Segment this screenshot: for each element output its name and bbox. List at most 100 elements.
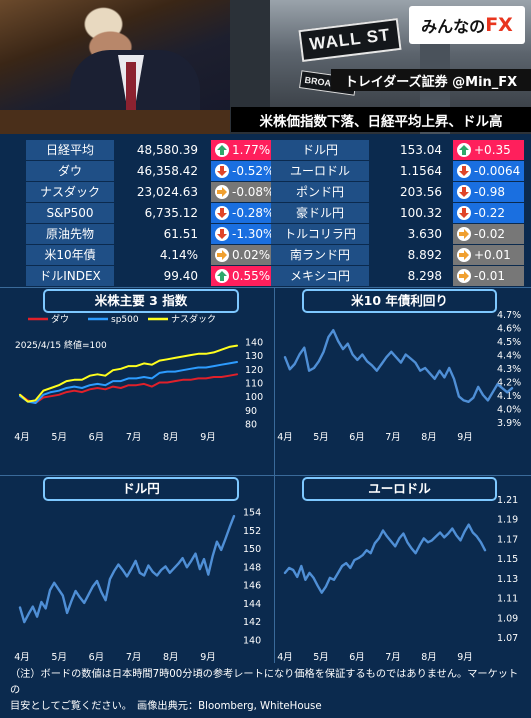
- chart-title: ドル円: [43, 477, 239, 501]
- y-tick-label: 1.09: [497, 613, 518, 624]
- president-photo: [0, 0, 230, 134]
- chart-annotation: 2025/4/15 終値=100: [15, 339, 107, 351]
- change-cell: -0.01: [453, 266, 524, 286]
- chart-title: ユーロドル: [302, 477, 497, 501]
- y-tick-label: 4.3%: [497, 364, 521, 375]
- instrument-name: メキシコ円: [271, 266, 369, 286]
- x-tick-label: 7月: [385, 432, 401, 443]
- x-tick-label: 6月: [349, 432, 365, 443]
- chart-svg: 80 90 100 110 120 130 140 4月 5月 6月 7月 8月 9月 ダウ sp500 ナス…: [14, 313, 263, 443]
- arrow-right-icon: [457, 227, 471, 241]
- footer-note: （注）ボードの数値は日本時間7時00分頃の参考レートになり価格を保証するものでは…: [10, 667, 525, 715]
- logo-text-a: みんなの: [421, 17, 486, 36]
- change-value: -0.02: [474, 227, 506, 241]
- minna-no-fx-logo: みんなの FX: [409, 6, 525, 44]
- y-tick-label: 4.0%: [497, 405, 521, 416]
- chart-svg: 1.07 1.09 1.11 1.13 1.15 1.17 1.19 1.21 4月 5月 6月 7月…: [277, 495, 518, 663]
- arrow-up-icon: [457, 143, 471, 157]
- change-value: 1.77%: [232, 143, 271, 157]
- y-tick-label: 142: [243, 617, 261, 628]
- footer-line-1: （注）ボードの数値は日本時間7時00分頃の参考レートになり価格を保証するものでは…: [10, 669, 519, 696]
- change-value: -0.01: [474, 269, 506, 283]
- chart-us-indices: 米株主要 3 指数 80 90 100 110 120 130 140 4月 5月 6月 7月 8月 9…: [0, 288, 274, 475]
- change-value: -1.30%: [232, 227, 275, 241]
- x-tick-label: 6月: [89, 652, 105, 663]
- instrument-value: 153.04: [400, 143, 442, 157]
- change-cell: -0.0064: [453, 161, 524, 181]
- x-tick-label: 7月: [126, 652, 142, 663]
- y-tick-label: 1.11: [497, 594, 518, 605]
- instrument-name: 豪ドル円: [271, 203, 369, 223]
- y-tick-label: 110: [245, 379, 263, 390]
- instrument-value: 46,358.42: [136, 164, 198, 178]
- y-tick-label: 152: [243, 526, 261, 537]
- y-tick-label: 80: [245, 420, 257, 431]
- arrow-right-icon: [215, 185, 229, 199]
- y-tick-label: 1.17: [497, 534, 518, 545]
- y-tick-label: 4.4%: [497, 351, 521, 362]
- market-row: 米10年債 4.14% 0.02% 南ランド円 8.892 +0.01: [26, 245, 524, 265]
- instrument-value: 1.1564: [400, 164, 442, 178]
- x-tick-label: 5月: [313, 652, 329, 663]
- x-tick-label: 8月: [421, 432, 437, 443]
- x-tick-label: 4月: [14, 652, 30, 663]
- change-value: +0.35: [474, 143, 511, 157]
- x-tick-label: 7月: [126, 432, 142, 443]
- change-value: -0.0064: [474, 164, 521, 178]
- x-tick-label: 9月: [457, 652, 473, 663]
- y-tick-label: 1.13: [497, 574, 518, 585]
- y-tick-label: 1.15: [497, 554, 518, 565]
- instrument-name: トルコリラ円: [271, 224, 369, 244]
- y-tick-label: 4.7%: [497, 310, 521, 321]
- x-tick-label: 9月: [200, 432, 216, 443]
- series-line: [19, 361, 238, 404]
- y-tick-label: 3.9%: [497, 418, 521, 429]
- legend-label: ナスダック: [171, 313, 216, 325]
- instrument-name: 日経平均: [26, 140, 114, 160]
- instrument-name: ポンド円: [271, 182, 369, 202]
- header-banner: WALL ST BROAD ST みんなの FX トレイダーズ証券 @Min_FX…: [0, 0, 531, 134]
- change-value: +0.01: [474, 248, 511, 262]
- photo-desk: [0, 110, 230, 134]
- instrument-name: ダウ: [26, 161, 114, 181]
- y-tick-label: 4.2%: [497, 378, 521, 389]
- instrument-value: 203.56: [400, 185, 442, 199]
- logo-text-b: FX: [485, 14, 513, 36]
- x-tick-label: 9月: [457, 432, 473, 443]
- arrow-down-icon: [457, 206, 471, 220]
- instrument-value: 8.298: [407, 269, 442, 283]
- market-row: S&P500 6,735.12 -0.28% 豪ドル円 100.32 -0.22: [26, 203, 524, 223]
- arrow-right-icon: [457, 248, 471, 262]
- instrument-name: ナスダック: [26, 182, 114, 202]
- y-tick-label: 150: [243, 544, 261, 555]
- y-tick-label: 1.21: [497, 495, 518, 506]
- arrow-down-icon: [215, 206, 229, 220]
- change-cell: -0.22: [453, 203, 524, 223]
- y-tick-label: 100: [245, 392, 263, 403]
- arrow-down-icon: [457, 185, 471, 199]
- y-tick-label: 130: [245, 351, 263, 362]
- change-value: -0.52%: [232, 164, 275, 178]
- chart-eurusd: ユーロドル 1.07 1.09 1.11 1.13 1.15 1.17 1.19 1.21 4月…: [275, 476, 531, 663]
- x-tick-label: 4月: [14, 432, 30, 443]
- instrument-value: 8.892: [407, 248, 442, 262]
- photo-tie: [126, 62, 136, 112]
- x-tick-label: 8月: [163, 652, 179, 663]
- change-value: -0.98: [474, 185, 506, 199]
- market-row: 日経平均 48,580.39 1.77% ドル円 153.04 +0.35: [26, 140, 524, 160]
- market-row: ダウ 46,358.42 -0.52% ユーロドル 1.1564 -0.0064: [26, 161, 524, 181]
- instrument-name: S&P500: [26, 203, 114, 223]
- arrow-down-icon: [215, 227, 229, 241]
- instrument-value: 99.40: [163, 269, 198, 283]
- footer-line-2: 目安としてご覧ください。 画像出典元：Bloomberg, WhiteHouse: [10, 701, 322, 712]
- instrument-name: 米10年債: [26, 245, 114, 265]
- x-tick-label: 5月: [51, 432, 67, 443]
- x-tick-label: 8月: [421, 652, 437, 663]
- y-tick-label: 144: [243, 599, 261, 610]
- chart-svg: 140 142 144 146 148 150 152 154 4月 5月 6月 7月 8月 9月: [14, 508, 261, 663]
- instrument-value: 61.51: [163, 227, 198, 241]
- divider: [0, 475, 531, 476]
- instrument-name: 原油先物: [26, 224, 114, 244]
- arrow-down-icon: [457, 164, 471, 178]
